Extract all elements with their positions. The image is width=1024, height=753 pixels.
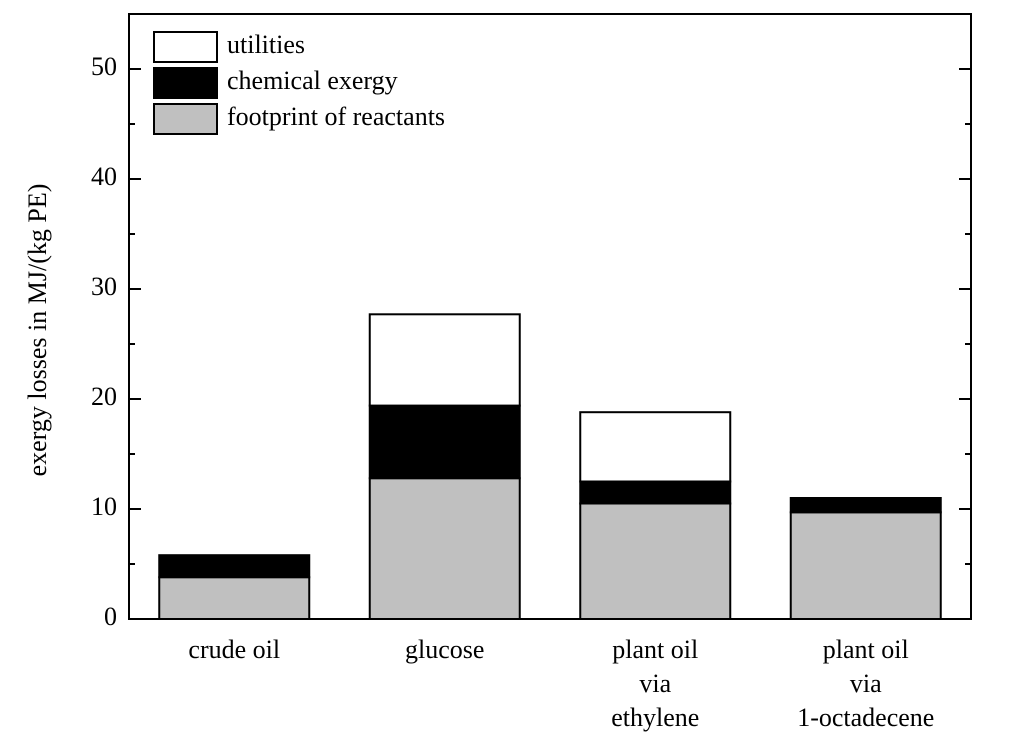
y-tick-label: 0 [104, 602, 117, 631]
x-tick-label: crude oil [188, 635, 281, 664]
legend-swatch [153, 67, 218, 99]
y-tick-label: 50 [91, 52, 117, 81]
y-tick-label: 40 [91, 162, 117, 191]
y-tick-label: 10 [91, 492, 117, 521]
legend-swatch [153, 103, 218, 135]
bar-segment [368, 313, 521, 407]
bar-segment [368, 404, 521, 480]
y-axis-label: exergy losses in MJ/(kg PE) [23, 184, 52, 477]
x-tick-label: plant oil via 1-octadecene [797, 635, 935, 732]
legend-label: chemical exergy [227, 66, 398, 95]
legend-label: footprint of reactants [227, 102, 445, 131]
bar-segment [579, 480, 732, 505]
bar-segment [158, 576, 311, 621]
bar-segment [368, 477, 521, 621]
y-tick-label: 20 [91, 382, 117, 411]
bar-segment [789, 497, 942, 514]
x-tick-label: plant oil via ethylene [611, 635, 700, 732]
bar-segment [789, 511, 942, 620]
bar-segment [579, 411, 732, 483]
plot-frame [128, 13, 972, 620]
legend-label: utilities [227, 30, 305, 59]
y-tick-label: 30 [91, 272, 117, 301]
bar-segment [579, 502, 732, 620]
legend-swatch [153, 31, 218, 63]
x-tick-label: glucose [405, 635, 485, 664]
bar-segment [158, 554, 311, 579]
